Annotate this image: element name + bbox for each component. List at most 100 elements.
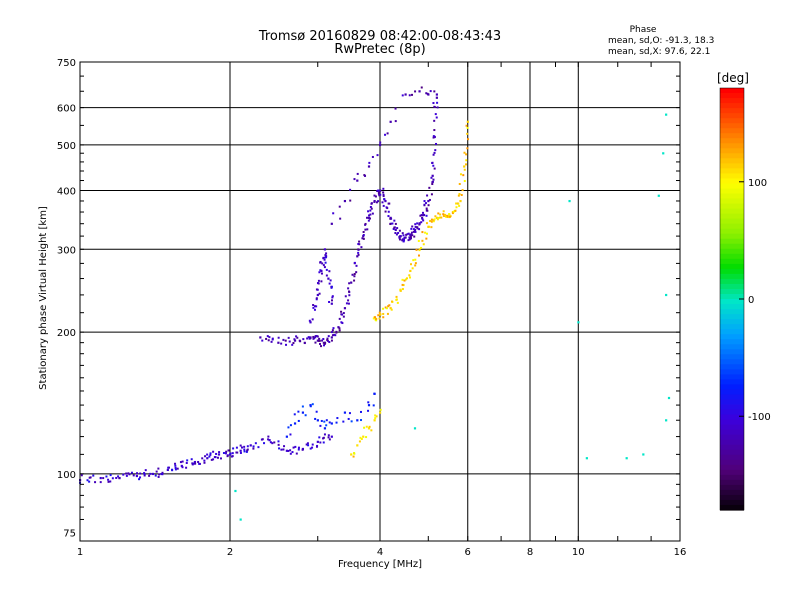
data-point	[422, 213, 426, 217]
colorbar-tick-label: -100	[748, 412, 771, 423]
data-point	[328, 421, 331, 424]
data-point	[382, 307, 385, 310]
data-point	[445, 215, 448, 218]
data-point	[387, 210, 390, 213]
data-point	[342, 312, 345, 315]
colorbar-segment	[720, 499, 744, 506]
data-point	[412, 230, 415, 233]
data-point	[325, 268, 328, 271]
data-point	[311, 318, 314, 321]
data-point	[345, 302, 348, 305]
data-point	[307, 336, 310, 339]
data-point	[377, 189, 380, 192]
data-point	[107, 478, 110, 481]
data-point	[321, 339, 324, 342]
data-point	[284, 339, 287, 342]
data-point	[239, 449, 242, 452]
data-point	[332, 327, 335, 330]
x-axis-label: Frequency [MHz]	[338, 559, 422, 570]
data-point	[465, 159, 468, 162]
data-point	[355, 271, 358, 274]
data-point	[157, 467, 160, 470]
data-point	[442, 215, 445, 218]
colorbar-segment	[720, 273, 744, 280]
data-point	[370, 207, 373, 210]
colorbar-segment	[720, 424, 744, 431]
colorbar-segment	[720, 329, 744, 335]
data-point	[311, 446, 314, 449]
data-point	[369, 213, 372, 216]
colorbar-segment	[720, 203, 744, 210]
colorbar-segment	[720, 409, 744, 416]
data-point	[426, 209, 429, 212]
data-point	[259, 336, 262, 339]
data-point	[157, 475, 160, 478]
data-point	[323, 248, 327, 251]
data-point	[364, 174, 367, 177]
data-point	[398, 238, 401, 241]
data-point	[232, 447, 235, 450]
data-point	[435, 216, 438, 219]
data-point	[466, 132, 469, 135]
data-point	[348, 412, 351, 415]
y-tick-label: 600	[57, 104, 76, 115]
colorbar-segment	[720, 268, 744, 275]
x-tick-label: 4	[377, 547, 383, 558]
data-point	[215, 452, 218, 455]
data-point	[295, 335, 298, 338]
data-point	[336, 417, 339, 420]
data-point	[433, 90, 436, 93]
data-point	[390, 308, 393, 311]
data-point	[407, 232, 410, 235]
data-point	[327, 277, 330, 280]
data-point	[128, 473, 131, 476]
data-point	[227, 449, 230, 452]
data-point	[107, 480, 110, 483]
data-point	[392, 227, 395, 230]
data-point	[402, 284, 405, 287]
data-point	[386, 312, 389, 315]
data-point	[316, 339, 319, 342]
data-point	[371, 155, 374, 158]
data-point	[347, 287, 350, 290]
data-point	[465, 163, 468, 166]
data-point	[180, 464, 183, 468]
data-point	[349, 188, 352, 191]
data-point	[313, 308, 316, 311]
y-tick-label: 500	[57, 141, 76, 152]
colorbar-segment	[720, 108, 744, 114]
stats-line-o: mean, sd,O: -91.3, 18.3	[608, 36, 714, 46]
data-point	[437, 212, 440, 215]
data-point	[324, 256, 327, 259]
data-point	[402, 240, 405, 243]
data-point	[439, 213, 442, 216]
data-point	[269, 441, 272, 444]
data-point	[343, 411, 347, 414]
colorbar-segment	[720, 429, 744, 436]
data-point	[466, 126, 469, 129]
data-point	[425, 222, 428, 225]
data-point	[111, 477, 114, 480]
data-point	[353, 261, 356, 264]
x-tick-label: 16	[674, 547, 687, 558]
data-point	[296, 336, 299, 339]
data-point	[403, 238, 406, 241]
data-point	[420, 214, 423, 217]
colorbar-segment	[720, 183, 744, 190]
data-point	[218, 451, 221, 454]
data-point	[467, 138, 470, 141]
data-point	[347, 417, 350, 420]
colorbar-segment	[720, 238, 744, 245]
data-point	[324, 342, 327, 345]
data-point	[388, 304, 391, 307]
data-point	[330, 302, 333, 305]
data-point	[338, 329, 341, 332]
data-point	[465, 124, 468, 127]
data-point	[99, 481, 102, 484]
colorbar-segment	[720, 293, 744, 300]
data-point	[234, 489, 237, 493]
data-point	[414, 90, 417, 93]
data-point	[368, 161, 371, 164]
data-point	[337, 326, 340, 329]
data-point	[331, 296, 334, 299]
